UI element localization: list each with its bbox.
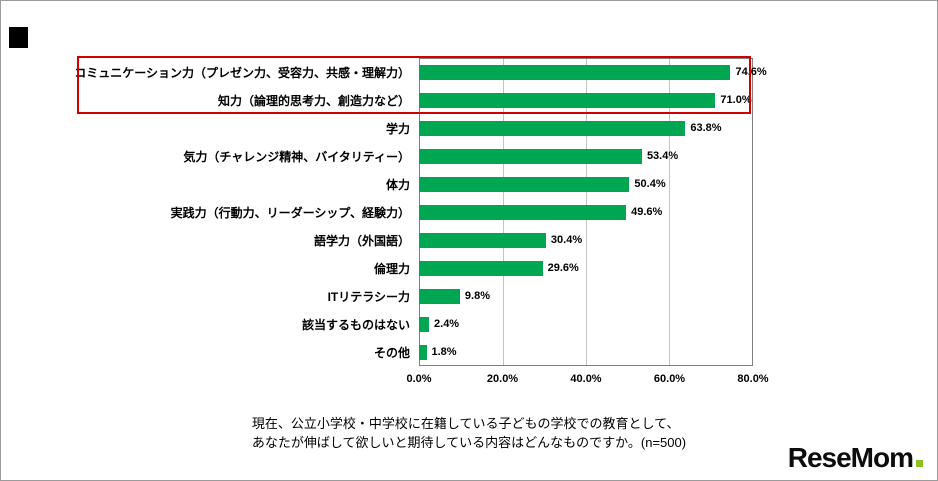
category-label: 知力（論理的思考力、創造力など） bbox=[217, 93, 410, 108]
x-tick-label: 40.0% bbox=[570, 373, 602, 385]
bar bbox=[419, 288, 460, 304]
corner-marker bbox=[9, 27, 28, 48]
bar-track: 74.6% bbox=[419, 58, 767, 86]
category-label: 体力 bbox=[385, 177, 410, 192]
chart-row: 倫理力 29.6% bbox=[1, 254, 754, 282]
bar bbox=[419, 92, 716, 108]
chart-caption: 現在、公立小学校・中学校に在籍している子どもの学校での教育として、 あなたが伸ば… bbox=[252, 414, 686, 452]
bar bbox=[419, 232, 546, 248]
bar bbox=[419, 260, 543, 276]
value-label: 71.0% bbox=[720, 94, 752, 106]
value-label: 50.4% bbox=[634, 178, 666, 190]
value-label: 53.4% bbox=[646, 150, 679, 162]
category-label: コミュニケーション力（プレゼン力、受容力、共感・理解力） bbox=[74, 65, 410, 80]
chart-row: 知力（論理的思考力、創造力など） 71.0% bbox=[1, 86, 754, 114]
x-axis: 0.0% 20.0% 40.0% 60.0% 80.0% bbox=[406, 373, 768, 387]
x-tick-label: 80.0% bbox=[737, 373, 769, 385]
x-tick-label: 60.0% bbox=[653, 373, 686, 385]
bar-track: 30.4% bbox=[419, 226, 753, 254]
bar-track: 50.4% bbox=[419, 170, 753, 198]
bar-track: 1.8% bbox=[419, 338, 753, 366]
chart-row: 学力 63.8% bbox=[1, 114, 754, 142]
bar bbox=[419, 120, 686, 136]
bar-track: 29.6% bbox=[419, 254, 753, 282]
value-label: 74.6% bbox=[735, 66, 767, 78]
bar-track: 71.0% bbox=[419, 86, 753, 114]
chart-row: コミュニケーション力（プレゼン力、受容力、共感・理解力） 74.6% bbox=[1, 58, 767, 86]
bar-track: 53.4% bbox=[419, 142, 753, 170]
bar bbox=[419, 64, 731, 80]
bar bbox=[419, 176, 630, 192]
caption-line-1: 現在、公立小学校・中学校に在籍している子どもの学校での教育として、 bbox=[251, 416, 680, 431]
bar bbox=[419, 204, 627, 220]
chart-row: 体力 50.4% bbox=[1, 170, 754, 198]
category-label: ITリテラシー力 bbox=[327, 289, 410, 304]
bar-track: 63.8% bbox=[419, 114, 753, 142]
category-label: 語学力（外国語） bbox=[313, 233, 410, 248]
logo-dot bbox=[916, 460, 923, 467]
bar-track: 49.6% bbox=[419, 198, 753, 226]
chart-row: 語学力（外国語） 30.4% bbox=[1, 226, 754, 254]
category-label: 該当するものはない bbox=[301, 317, 410, 332]
chart-row: 気力（チャレンジ精神、バイタリティー） 53.4% bbox=[1, 142, 754, 170]
chart-row: 該当するものはない 2.4% bbox=[1, 310, 754, 338]
bar-track: 9.8% bbox=[419, 282, 753, 310]
bar-chart: コミュニケーション力（プレゼン力、受容力、共感・理解力） 74.6% 知力（論理的思… bbox=[1, 58, 767, 366]
value-label: 49.6% bbox=[631, 206, 663, 218]
value-label: 1.8% bbox=[431, 346, 457, 358]
category-label: 学力 bbox=[385, 121, 410, 136]
category-label: 実践力（行動力、リーダーシップ、経験力） bbox=[170, 205, 410, 220]
x-tick-label: 20.0% bbox=[486, 373, 519, 385]
value-label: 63.8% bbox=[690, 122, 722, 134]
chart-row: ITリテラシー力 9.8% bbox=[1, 282, 754, 310]
value-label: 2.4% bbox=[434, 318, 460, 330]
category-label: 倫理力 bbox=[373, 261, 410, 276]
bar bbox=[419, 344, 427, 360]
chart-row: その他 1.8% bbox=[1, 338, 754, 366]
category-label: 気力（チャレンジ精神、バイタリティー） bbox=[183, 149, 410, 164]
value-label: 9.8% bbox=[464, 290, 490, 302]
resemom-logo: ReseMom bbox=[788, 444, 923, 472]
caption-line-2: あなたが伸ばして欲しいと期待している内容はどんなものですか。(n=500) bbox=[251, 435, 687, 450]
category-label: その他 bbox=[373, 345, 410, 360]
value-label: 29.6% bbox=[547, 262, 579, 274]
value-label: 30.4% bbox=[550, 234, 583, 246]
bar bbox=[419, 148, 642, 164]
bar bbox=[419, 316, 430, 332]
chart-row: 実践力（行動力、リーダーシップ、経験力） 49.6% bbox=[1, 198, 754, 226]
logo-text: ReseMom bbox=[787, 442, 914, 473]
bar-track: 2.4% bbox=[419, 310, 753, 338]
gridline bbox=[669, 59, 670, 365]
x-tick-label: 0.0% bbox=[406, 373, 432, 385]
